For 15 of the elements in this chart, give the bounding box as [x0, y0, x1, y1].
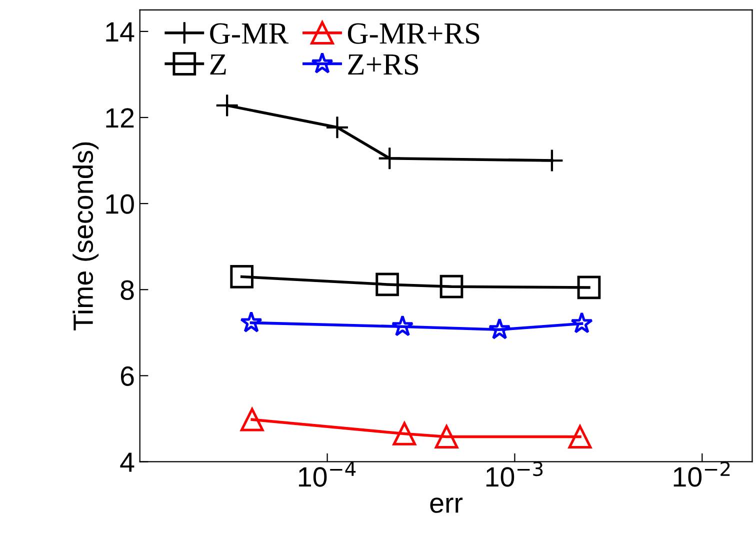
y-axis-title: Time (seconds)	[72, 142, 99, 330]
y-tick-label: 4	[120, 452, 134, 472]
legend-label: G-MR+RS	[348, 23, 480, 44]
x-tick-label: 10$^{−4}$	[298, 462, 356, 487]
y-tick-label: 12	[106, 108, 134, 128]
legend-label: G-MR	[210, 23, 289, 44]
x-tick-label: 10$^{−2}$	[674, 461, 730, 487]
y-tick-label: 8	[120, 280, 134, 300]
y-tick-label: 10	[106, 194, 134, 214]
y-tick-label: 6	[120, 366, 134, 386]
legend-label: Z+RS	[348, 54, 418, 75]
legend-label: Z	[210, 54, 226, 74]
x-tick-label: 10$^{−3}$	[486, 461, 543, 487]
x-axis-title: err	[430, 498, 463, 513]
y-tick-label: 14	[106, 22, 134, 42]
